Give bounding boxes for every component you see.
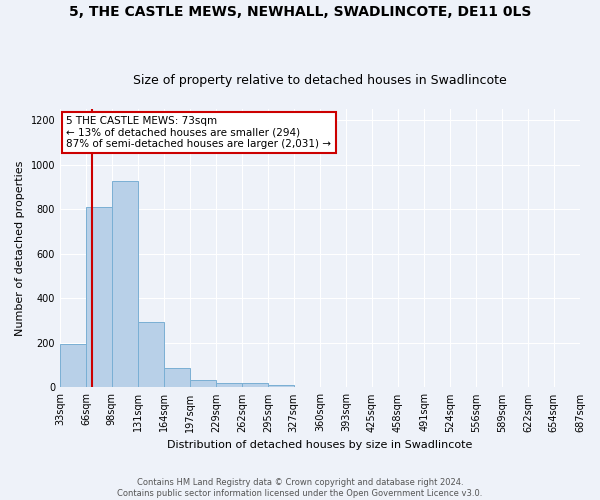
Bar [268, 385, 294, 388]
X-axis label: Distribution of detached houses by size in Swadlincote: Distribution of detached houses by size … [167, 440, 473, 450]
Bar [112, 182, 138, 388]
Bar [242, 384, 268, 388]
Text: Contains HM Land Registry data © Crown copyright and database right 2024.
Contai: Contains HM Land Registry data © Crown c… [118, 478, 482, 498]
Bar [190, 380, 216, 388]
Text: 5, THE CASTLE MEWS, NEWHALL, SWADLINCOTE, DE11 0LS: 5, THE CASTLE MEWS, NEWHALL, SWADLINCOTE… [69, 5, 531, 19]
Bar [216, 383, 242, 388]
Bar [164, 368, 190, 388]
Bar [60, 344, 86, 388]
Bar [138, 322, 164, 388]
Title: Size of property relative to detached houses in Swadlincote: Size of property relative to detached ho… [133, 74, 507, 87]
Text: 5 THE CASTLE MEWS: 73sqm
← 13% of detached houses are smaller (294)
87% of semi-: 5 THE CASTLE MEWS: 73sqm ← 13% of detach… [67, 116, 331, 149]
Y-axis label: Number of detached properties: Number of detached properties [15, 160, 25, 336]
Bar [86, 207, 112, 388]
